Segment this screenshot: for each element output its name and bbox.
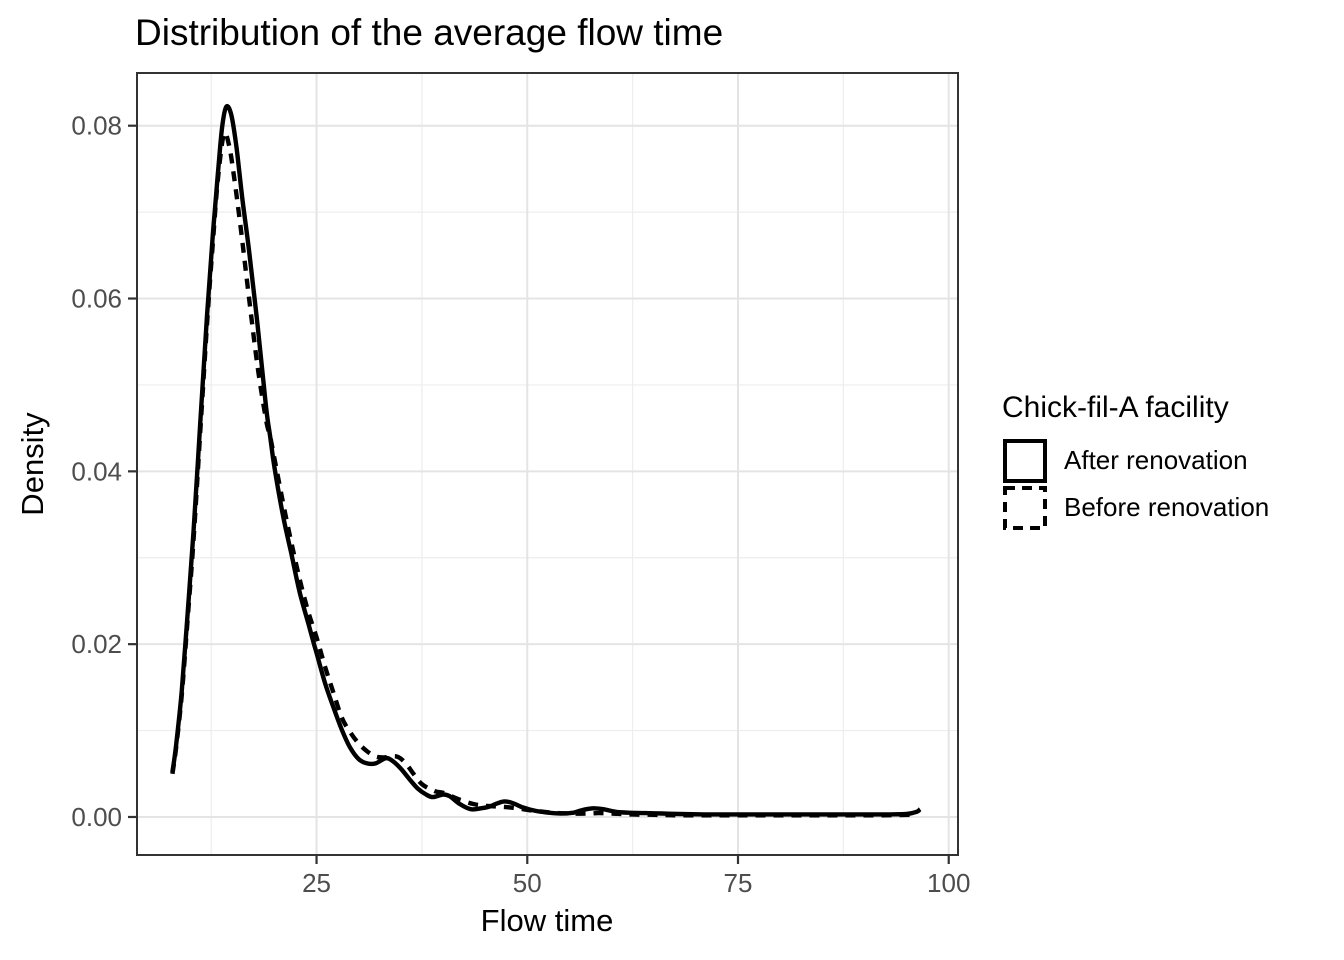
tick-label: 100	[927, 868, 970, 898]
legend-label: After renovation	[1064, 445, 1248, 475]
tick-label: 0.04	[71, 456, 122, 486]
dashed-line-key-icon	[1003, 485, 1047, 530]
legend: Chick-fil-A facility After renovation Be…	[1002, 391, 1342, 531]
legend-item-before-renovation: Before renovation	[1002, 484, 1342, 531]
legend-label: Before renovation	[1064, 492, 1270, 522]
x-axis-title: Flow time	[480, 903, 614, 938]
panel-border	[136, 72, 959, 856]
density-curve-dashed	[170, 130, 911, 818]
tick-label: 0.06	[71, 284, 122, 314]
tick-label: 0.08	[71, 111, 122, 141]
tick-label: 25	[302, 868, 331, 898]
legend-title: Chick-fil-A facility	[1002, 391, 1229, 424]
y-axis-title: Density	[15, 412, 50, 516]
tick-label: 0.00	[71, 802, 122, 832]
tick-label: 50	[513, 868, 542, 898]
chart-title: Distribution of the average flow time	[135, 12, 724, 53]
legend-item-after-renovation: After renovation	[1002, 437, 1342, 484]
tick-label: 75	[724, 868, 753, 898]
tick-label: 0.02	[71, 629, 122, 659]
solid-line-key-icon	[1003, 438, 1047, 483]
